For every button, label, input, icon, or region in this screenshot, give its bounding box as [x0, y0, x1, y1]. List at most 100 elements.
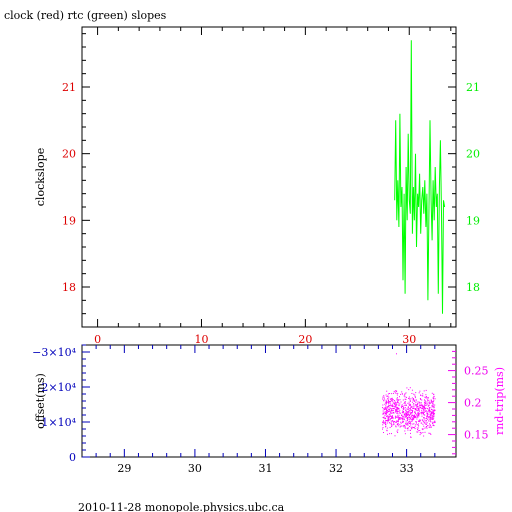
scatter-point — [431, 406, 433, 408]
scatter-point — [397, 432, 399, 433]
scatter-point — [385, 413, 387, 415]
scatter-point — [391, 398, 393, 400]
scatter-point — [390, 398, 392, 400]
scatter-point — [397, 416, 399, 418]
scatter-point — [433, 417, 435, 419]
scatter-point — [406, 424, 408, 426]
scatter-point — [417, 431, 419, 433]
scatter-point — [399, 417, 401, 419]
scatter-point — [386, 416, 388, 418]
scatter-point — [424, 401, 426, 403]
x-tick-label: 30 — [402, 333, 416, 346]
scatter-point — [422, 411, 424, 413]
scatter-point — [401, 417, 403, 419]
scatter-point — [413, 398, 414, 400]
scatter-point — [397, 417, 399, 419]
scatter-point — [424, 427, 426, 429]
scatter-point — [416, 431, 418, 433]
scatter-point — [387, 419, 389, 421]
scatter-point — [386, 406, 388, 408]
scatter-point — [412, 426, 414, 428]
scatter-point — [408, 411, 410, 413]
scatter-point — [414, 412, 416, 414]
scatter-point — [406, 408, 408, 410]
scatter-point — [395, 410, 397, 412]
scatter-point — [426, 413, 428, 414]
scatter-point — [404, 425, 406, 427]
scatter-point — [425, 404, 427, 406]
scatter-point — [410, 426, 412, 428]
scatter-point — [422, 432, 424, 434]
scatter-point — [383, 418, 385, 420]
scatter-point — [432, 409, 434, 411]
scatter-point — [432, 423, 434, 424]
scatter-point — [434, 398, 436, 400]
roundtrip-tick-label: 0.2 — [464, 397, 482, 410]
scatter-point — [387, 415, 389, 417]
scatter-point — [404, 416, 406, 418]
scatter-point — [423, 405, 425, 407]
scatter-point — [421, 419, 423, 421]
scatter-point — [389, 415, 391, 417]
scatter-point — [416, 424, 418, 426]
scatter-point — [414, 415, 416, 417]
scatter-point — [432, 403, 434, 405]
scatter-point — [405, 402, 406, 404]
scatter-point — [429, 410, 431, 411]
scatter-point — [417, 427, 419, 429]
scatter-point — [383, 422, 385, 424]
scatter-point — [432, 415, 434, 417]
scatter-point — [412, 416, 414, 418]
scatter-point — [417, 403, 419, 405]
scatter-point — [387, 393, 389, 395]
scatter-point — [404, 433, 406, 435]
scatter-point — [413, 414, 415, 416]
scatter-point — [432, 410, 434, 412]
scatter-point — [399, 413, 401, 414]
scatter-point — [385, 414, 387, 416]
scatter-point — [418, 401, 420, 403]
scatter-point — [385, 403, 387, 405]
scatter-point — [412, 419, 414, 421]
scatter-point — [382, 398, 384, 400]
scatter-point — [392, 416, 394, 418]
scatter-point — [388, 405, 389, 407]
offset-x-tick-label: 29 — [117, 462, 131, 475]
scatter-point — [422, 406, 424, 407]
scatter-point — [406, 417, 408, 419]
scatter-point — [433, 401, 434, 403]
scatter-point — [403, 419, 405, 421]
scatter-point — [410, 432, 411, 434]
scatter-point — [399, 426, 401, 428]
scatter-point — [393, 422, 394, 424]
scatter-point — [428, 408, 430, 410]
scatter-point — [385, 421, 386, 423]
scatter-point — [394, 435, 396, 437]
scatter-point — [382, 413, 384, 415]
scatter-point — [430, 399, 432, 401]
scatter-point — [396, 399, 398, 401]
scatter-point — [391, 417, 393, 419]
scatter-point — [434, 404, 436, 406]
scatter-point — [420, 398, 422, 400]
scatter-point — [411, 393, 413, 394]
scatter-point — [398, 419, 400, 420]
rtc-slope-series — [394, 40, 446, 314]
scatter-point — [395, 402, 397, 404]
scatter-point — [420, 402, 422, 403]
scatter-point — [395, 416, 397, 418]
scatter-point — [400, 421, 402, 423]
scatter-point — [397, 392, 399, 394]
scatter-point — [397, 419, 399, 421]
scatter-point — [427, 397, 429, 399]
scatter-point — [428, 416, 430, 417]
scatter-point — [403, 426, 405, 428]
scatter-point — [411, 427, 413, 429]
scatter-point — [390, 403, 392, 405]
scatter-point — [430, 411, 432, 413]
scatter-point — [382, 427, 384, 429]
scatter-point — [401, 407, 402, 409]
scatter-point — [407, 417, 409, 419]
scatter-point — [391, 405, 393, 407]
scatter-point — [408, 403, 410, 405]
